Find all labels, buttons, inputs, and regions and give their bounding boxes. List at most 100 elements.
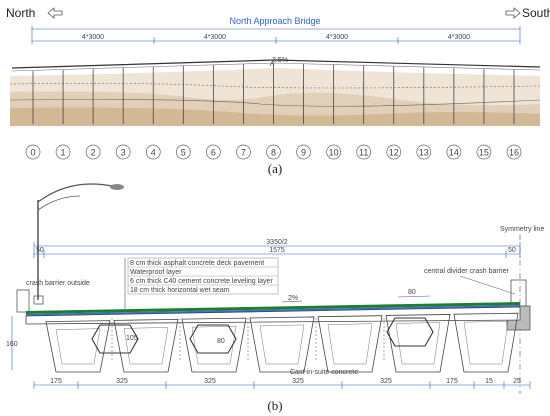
- span-label-2: 4*3000: [204, 34, 226, 41]
- pier-label-circle-10: [326, 144, 341, 160]
- barrier-outside-label: crash barrier outside: [26, 280, 90, 287]
- pier-label-14: 14: [449, 148, 459, 158]
- pier-label-circle-15: [476, 144, 492, 160]
- bottom-dim-label-2: 325: [116, 378, 128, 385]
- lamp-post-icon: [33, 183, 124, 305]
- span-label-1: 4*3000: [82, 34, 104, 41]
- span-label-4: 4*3000: [448, 34, 470, 41]
- piers-group: [32, 63, 515, 124]
- pier-label-6: 6: [211, 148, 216, 158]
- box-girder-4: [249, 316, 315, 373]
- bottom-dim-label-7: 15: [485, 378, 493, 385]
- box-girder-void-5: [327, 323, 373, 365]
- asphalt-pavement-layer: [26, 302, 520, 314]
- pier-label-circle-16: [506, 144, 522, 160]
- deck-depth-label: 160: [6, 341, 18, 348]
- pier-label-circle-12: [386, 144, 402, 160]
- layer-label-wet-seam: 18 cm thick horizontal wet seam: [130, 287, 230, 294]
- outside-barrier-icon: [16, 289, 30, 313]
- panel-a: North South North Approach Bridge 4*3000…: [6, 6, 550, 176]
- pier-label-circle-4: [145, 144, 161, 160]
- box-girder-void-1: [55, 328, 101, 365]
- joint-detail-3: [386, 317, 434, 347]
- pier-label-3: 3: [121, 148, 126, 158]
- pier-label-circle-0: [25, 144, 41, 160]
- box-girder-void-4: [259, 324, 305, 365]
- span-label-3: 4*3000: [326, 34, 348, 41]
- pier-label-5: 5: [181, 148, 186, 158]
- north-label: North: [6, 6, 35, 20]
- pier-label-16: 16: [509, 148, 519, 158]
- partial-width-label: 1575: [269, 247, 285, 254]
- bottom-dim-label-3: 325: [204, 378, 216, 385]
- box-girder-void-7: [463, 320, 509, 365]
- caption-b: (b): [267, 398, 282, 413]
- pier-label-circle-1: [55, 144, 71, 160]
- pier-label-circle-6: [206, 144, 221, 160]
- pier-label-circle-2: [85, 144, 101, 160]
- joint-detail-2: [189, 324, 237, 354]
- barrier-center-label: central divider crash barrier: [424, 268, 509, 275]
- north-arrow-icon: [47, 7, 63, 19]
- joint-detail-1: [91, 324, 139, 354]
- slope-arrow: [281, 300, 303, 303]
- south-arrow-icon: [505, 7, 521, 19]
- pier-label-circle-9: [296, 144, 311, 160]
- bottom-dimension-group: 175 325 325 325 325 175 15 25: [33, 378, 531, 389]
- bridge-title: North Approach Bridge: [229, 16, 320, 26]
- box-girder-void-6: [395, 322, 441, 365]
- edge-dim-left: 50: [36, 247, 44, 254]
- bottom-dim-label-4: 325: [292, 378, 304, 385]
- pier-labels-group: 0 1 2 3 4 5 6 7 8 9 10 11 12 13 14 15 16: [25, 144, 522, 160]
- bridge-deck-soffit: [11, 62, 541, 72]
- bottom-dim-label-1: 175: [50, 378, 62, 385]
- pier-label-8: 8: [271, 148, 276, 158]
- pier-label-1: 1: [61, 148, 66, 158]
- joint-width-dimension: [397, 295, 431, 298]
- pier-label-7: 7: [241, 148, 246, 158]
- edge-dim-right: 50: [508, 247, 516, 254]
- layer-legend: 8 cm thick asphalt concrete deck pavemen…: [124, 257, 279, 309]
- caption-a: (a): [268, 161, 282, 176]
- box-girder-6: [385, 314, 451, 373]
- total-width-label: 3350/2: [266, 239, 288, 246]
- joint-width-label: 80: [408, 289, 416, 296]
- box-girder-2: [113, 318, 179, 373]
- bridge-deck-profile: [11, 59, 541, 69]
- panel-b: Symmetry line 3350/2 1575 50 50 8 cm thi…: [6, 183, 544, 413]
- pier-label-11: 11: [359, 148, 368, 158]
- box-girder-3: [181, 317, 247, 373]
- south-label: South: [522, 6, 550, 20]
- pier-label-circle-11: [356, 144, 372, 160]
- layer-label-waterproof: Waterproof layer: [130, 269, 182, 276]
- bottom-dim-label-8: 25: [513, 378, 521, 385]
- pier-label-0: 0: [30, 148, 35, 158]
- strata-boundary-1: [9, 99, 541, 107]
- box-girder-void-3: [191, 325, 237, 365]
- wet-seam-label: Cast-in-suite concrete: [290, 369, 358, 376]
- bottom-dim-label-6: 175: [446, 378, 458, 385]
- pier-label-circle-5: [175, 144, 191, 160]
- pier-label-15: 15: [479, 148, 489, 158]
- box-girder-7: [453, 312, 519, 373]
- pier-label-circle-8: [266, 144, 281, 160]
- joint-detail-height: 80: [217, 338, 225, 345]
- pier-label-13: 13: [419, 148, 429, 158]
- pier-label-circle-3: [115, 144, 131, 160]
- pier-label-2: 2: [91, 148, 96, 158]
- pier-label-12: 12: [389, 148, 399, 158]
- top-dimension-ticks: [33, 242, 521, 258]
- span-ticks: [31, 26, 521, 44]
- joint-detail-width: 105: [126, 335, 138, 342]
- pier-label-circle-13: [416, 144, 432, 160]
- soil-layer-lower: [10, 107, 540, 126]
- pier-label-9: 9: [301, 148, 306, 158]
- pier-label-10: 10: [329, 148, 339, 158]
- pier-label-4: 4: [151, 148, 156, 158]
- center-barrier-leader: [459, 275, 516, 295]
- pier-label-circle-7: [236, 144, 251, 160]
- symmetry-label: Symmetry line: [500, 226, 544, 233]
- layer-label-asphalt: 8 cm thick asphalt concrete deck pavemen…: [130, 260, 264, 267]
- bottom-dim-label-5: 325: [380, 378, 392, 385]
- slope-label-b: 2%: [288, 295, 298, 302]
